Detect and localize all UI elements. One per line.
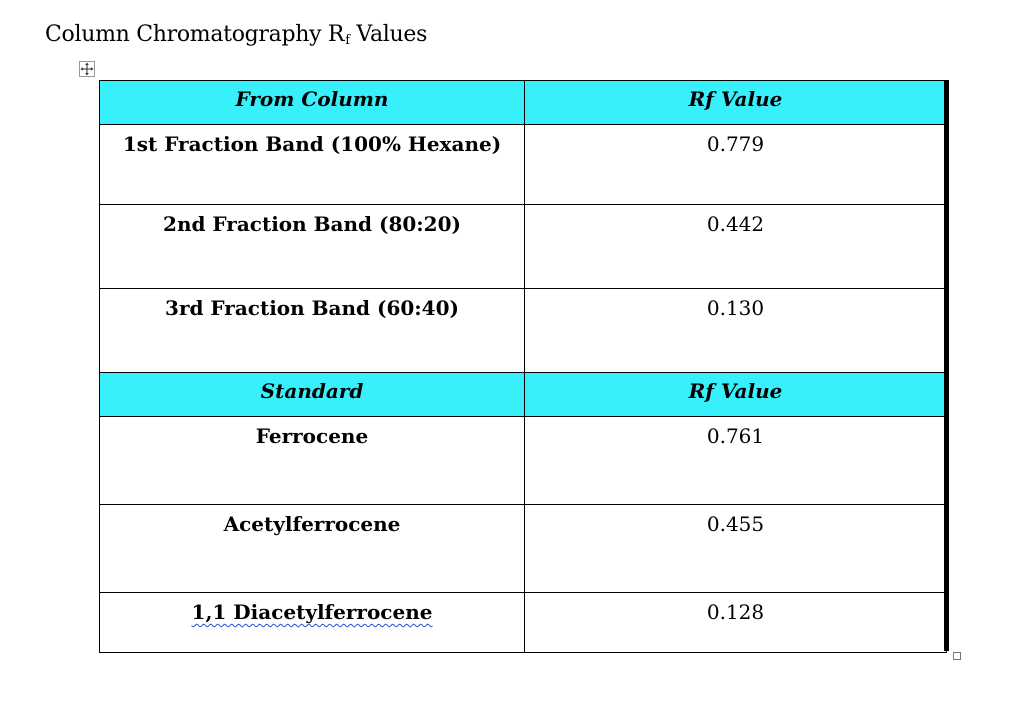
title-subscript: f	[345, 33, 350, 48]
spellcheck-flagged-text[interactable]: 1,1 Diacetylferrocene	[191, 600, 433, 624]
standard-name-cell[interactable]: Acetylferrocene	[99, 504, 525, 593]
header-standard[interactable]: Standard	[99, 372, 525, 417]
fraction-name-cell[interactable]: 2nd Fraction Band (80:20)	[99, 204, 525, 289]
table-row: Ferrocene 0.761	[99, 416, 947, 505]
table-resize-handle-icon[interactable]	[953, 652, 961, 660]
table-move-handle-icon[interactable]	[79, 61, 95, 77]
title-main: Column Chromatography R	[45, 22, 345, 47]
header-rf-value[interactable]: Rf Value	[524, 80, 947, 125]
rf-value-cell[interactable]: 0.761	[524, 416, 947, 505]
table-right-border-selection	[944, 80, 949, 651]
title-tail: Values	[349, 22, 428, 47]
fraction-name-cell[interactable]: 1st Fraction Band (100% Hexane)	[99, 124, 525, 205]
rf-value-cell[interactable]: 0.128	[524, 592, 947, 653]
rf-values-table: From Column Rf Value 1st Fraction Band (…	[99, 80, 947, 653]
table-row: Acetylferrocene 0.455	[99, 504, 947, 593]
rf-value-cell[interactable]: 0.779	[524, 124, 947, 205]
document-title: Column Chromatography Rf Values	[45, 22, 427, 48]
standard-name-cell[interactable]: 1,1 Diacetylferrocene	[99, 592, 525, 653]
table-row: 1,1 Diacetylferrocene 0.128	[99, 592, 947, 653]
rf-value-cell[interactable]: 0.442	[524, 204, 947, 289]
table-row: 3rd Fraction Band (60:40) 0.130	[99, 288, 947, 373]
header-rf-value[interactable]: Rf Value	[524, 372, 947, 417]
standard-name-cell[interactable]: Ferrocene	[99, 416, 525, 505]
rf-values-table-container: From Column Rf Value 1st Fraction Band (…	[99, 80, 947, 653]
header-from-column[interactable]: From Column	[99, 80, 525, 125]
table-header-row: Standard Rf Value	[99, 372, 947, 417]
rf-value-cell[interactable]: 0.455	[524, 504, 947, 593]
table-row: 1st Fraction Band (100% Hexane) 0.779	[99, 124, 947, 205]
rf-value-cell[interactable]: 0.130	[524, 288, 947, 373]
table-row: 2nd Fraction Band (80:20) 0.442	[99, 204, 947, 289]
fraction-name-cell[interactable]: 3rd Fraction Band (60:40)	[99, 288, 525, 373]
table-header-row: From Column Rf Value	[99, 80, 947, 125]
